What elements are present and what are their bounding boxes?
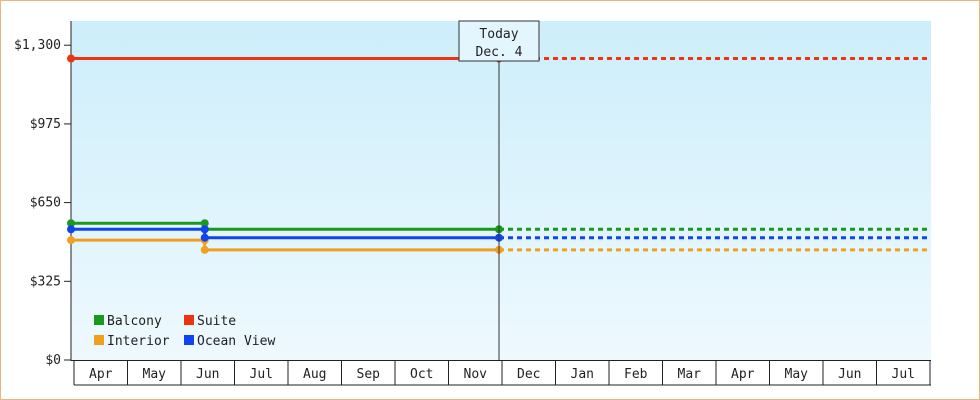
series-lines (67, 54, 931, 254)
today-marker: Today Dec. 4 (458, 20, 540, 360)
series-point-interior (67, 236, 75, 245)
y-tick-label: $1,300 (14, 38, 61, 53)
legend: Balcony Suite Interior Ocean View (94, 314, 275, 349)
x-tick-label: Oct (410, 367, 433, 382)
x-tick-label: May (785, 367, 809, 382)
y-tick-label: $0 (45, 353, 61, 368)
x-tick-label: Dec (517, 367, 540, 382)
today-label: Dec. 4 (476, 45, 523, 60)
series-point-ocean-view (67, 225, 75, 234)
series-line-interior (71, 238, 499, 252)
x-tick-label: Feb (624, 367, 648, 382)
series-point-ocean-view (200, 225, 209, 234)
legend-swatch-suite (184, 315, 194, 325)
y-axis: $0 $325 $650 $975 $1,300 (14, 21, 72, 368)
plot-background (71, 21, 931, 360)
x-tick-label: Sep (357, 367, 381, 382)
series-line-ocean-view (71, 227, 499, 240)
today-label: Today (479, 27, 518, 42)
x-tick-label: Apr (731, 367, 755, 382)
legend-label-suite: Suite (197, 314, 236, 329)
today-box (458, 20, 540, 62)
x-tick-label: Apr (89, 367, 113, 382)
legend-label-ocean-view: Ocean View (197, 334, 275, 349)
x-tick-label: Jul (892, 367, 915, 382)
y-tick-label: $975 (30, 117, 61, 132)
x-tick-label: Jun (196, 367, 219, 382)
y-tick-label: $325 (30, 274, 61, 289)
x-tick-label: May (143, 367, 167, 382)
legend-swatch-balcony (94, 315, 104, 325)
legend-label-interior: Interior (107, 334, 170, 349)
legend-swatch-ocean-view (184, 335, 194, 345)
x-tick-label: Mar (678, 367, 702, 382)
x-tick-label: Jun (838, 367, 861, 382)
x-tick-label: Jul (250, 367, 273, 382)
series-point-balcony (200, 219, 209, 228)
series-point-balcony (67, 219, 75, 228)
y-tick-label: $650 (30, 196, 61, 211)
x-tick-label: Nov (464, 367, 488, 382)
series-point-suite (67, 54, 75, 63)
x-axis: Apr May Jun Jul Aug Sep Oct Nov Dec Jan Feb Mar Apr M… (71, 360, 931, 386)
series-point-ocean-view (200, 233, 209, 242)
legend-label-balcony: Balcony (107, 314, 162, 329)
series-point-interior (200, 245, 209, 254)
legend-swatch-interior (94, 335, 104, 345)
x-tick-label: Jan (571, 367, 594, 382)
x-tick-label: Aug (303, 367, 326, 382)
